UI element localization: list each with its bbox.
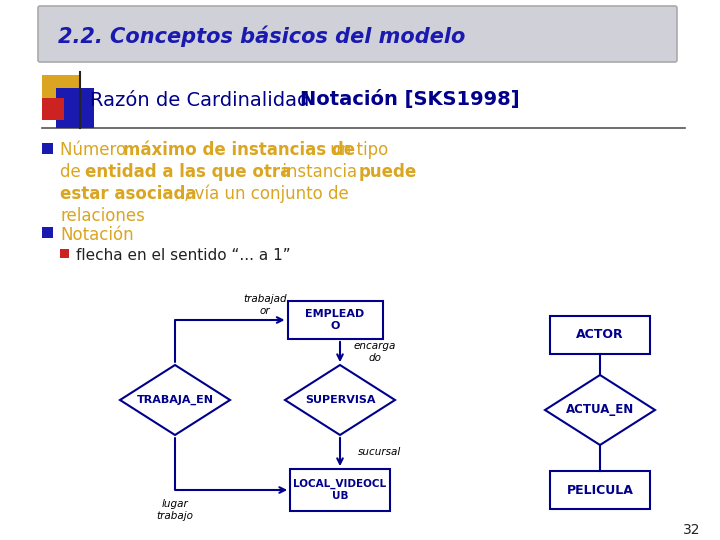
Text: EMPLEAD
O: EMPLEAD O — [305, 309, 364, 331]
FancyBboxPatch shape — [550, 471, 650, 509]
FancyBboxPatch shape — [42, 98, 64, 120]
Text: 2.2. Conceptos básicos del modelo: 2.2. Conceptos básicos del modelo — [58, 25, 465, 47]
FancyBboxPatch shape — [550, 316, 650, 354]
Text: un tipo: un tipo — [325, 141, 388, 159]
Text: Razón de Cardinalidad: Razón de Cardinalidad — [90, 91, 315, 110]
FancyBboxPatch shape — [38, 6, 677, 62]
Text: ACTOR: ACTOR — [576, 328, 624, 341]
FancyBboxPatch shape — [290, 469, 390, 511]
Text: ACTUA_EN: ACTUA_EN — [566, 403, 634, 416]
Text: 32: 32 — [683, 523, 700, 537]
Text: de: de — [60, 163, 86, 181]
Text: encarga
do: encarga do — [354, 341, 396, 363]
Text: instancia: instancia — [277, 163, 362, 181]
Text: trabajad
or: trabajad or — [243, 294, 287, 316]
Polygon shape — [285, 365, 395, 435]
FancyBboxPatch shape — [42, 227, 53, 238]
Text: SUPERVISA: SUPERVISA — [305, 395, 375, 405]
Text: máximo de instancias de: máximo de instancias de — [123, 141, 355, 159]
Text: entidad a las que otra: entidad a las que otra — [85, 163, 292, 181]
FancyBboxPatch shape — [42, 75, 80, 113]
Text: TRABAJA_EN: TRABAJA_EN — [137, 395, 214, 405]
FancyBboxPatch shape — [56, 88, 94, 128]
Text: , vía un conjunto de: , vía un conjunto de — [184, 185, 348, 203]
Polygon shape — [545, 375, 655, 445]
Text: flecha en el sentido “... a 1”: flecha en el sentido “... a 1” — [76, 247, 291, 262]
Text: LOCAL_VIDEOCL
UB: LOCAL_VIDEOCL UB — [294, 479, 387, 501]
Text: Notación [SKS1998]: Notación [SKS1998] — [300, 91, 520, 110]
Text: Notación: Notación — [60, 226, 134, 244]
Text: lugar
trabajo: lugar trabajo — [156, 499, 194, 521]
FancyBboxPatch shape — [42, 143, 53, 154]
Polygon shape — [120, 365, 230, 435]
Text: Número: Número — [60, 141, 131, 159]
Text: estar asociada: estar asociada — [60, 185, 197, 203]
FancyBboxPatch shape — [287, 301, 382, 339]
Text: puede: puede — [359, 163, 418, 181]
FancyBboxPatch shape — [60, 249, 69, 258]
Text: relaciones: relaciones — [60, 207, 145, 225]
Text: sucursal: sucursal — [359, 447, 402, 457]
Text: PELICULA: PELICULA — [567, 483, 634, 496]
